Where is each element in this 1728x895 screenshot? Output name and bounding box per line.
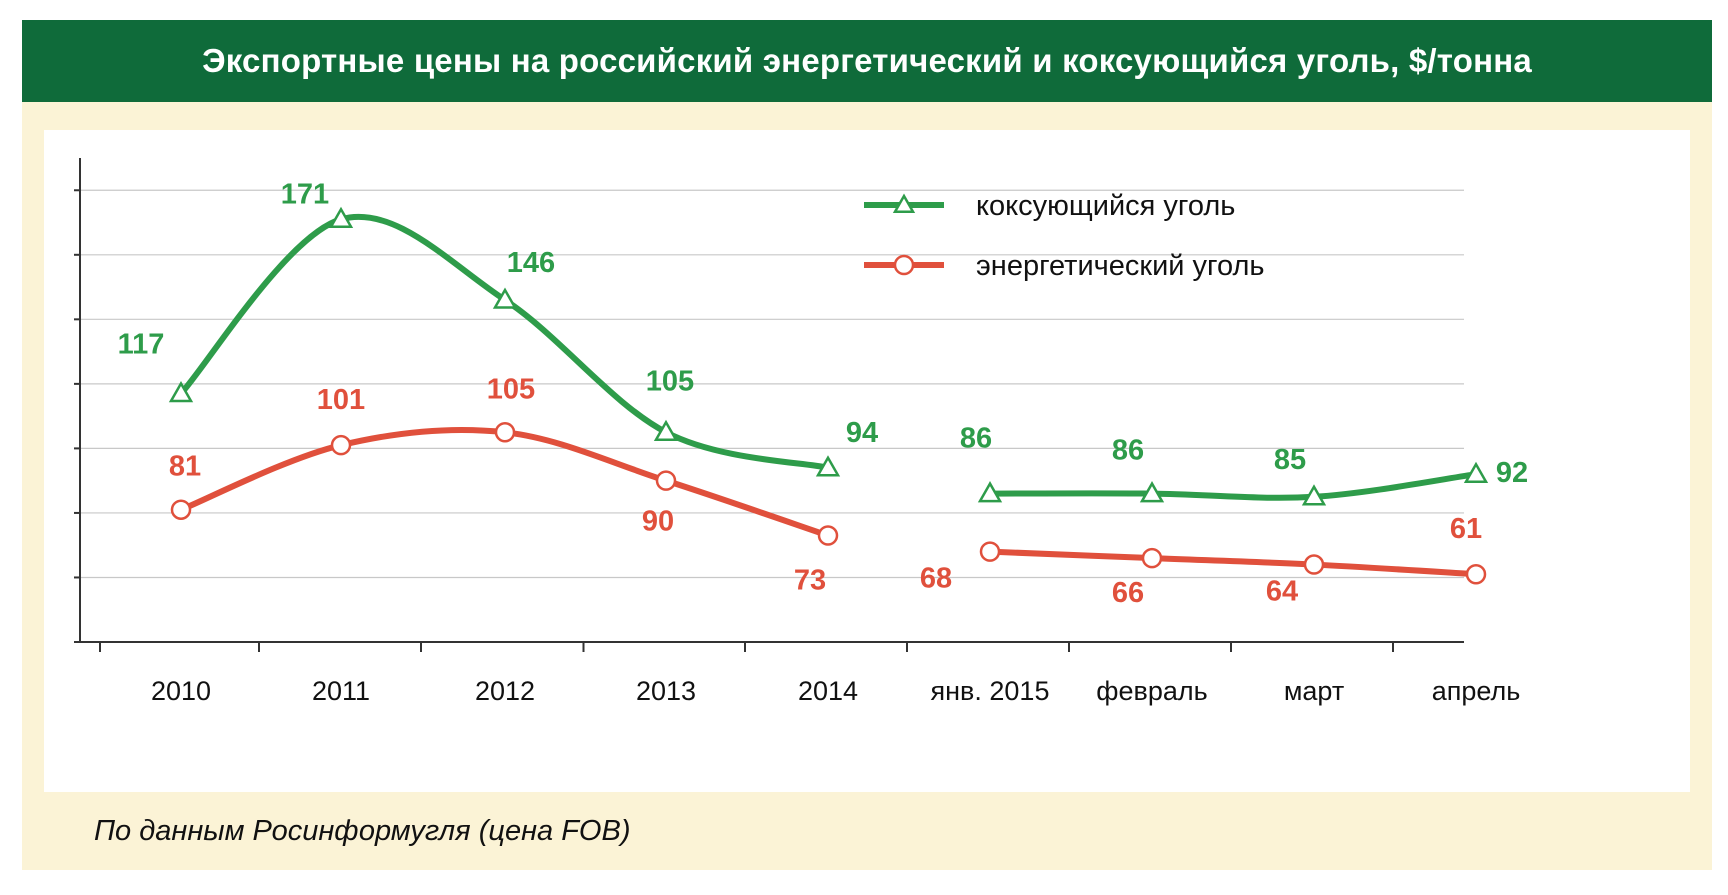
legend-label: энергетический уголь <box>976 250 1265 282</box>
data-point-thermal <box>1465 563 1487 585</box>
data-point-coking <box>815 455 841 477</box>
data-label: 146 <box>507 247 555 279</box>
x-tick-label: февраль <box>1096 676 1207 706</box>
chart-title-bar: Экспортные цены на российский энергетиче… <box>22 20 1712 102</box>
data-point-coking <box>1139 481 1165 503</box>
data-label: 94 <box>846 417 878 449</box>
plot-panel: 2010 2011 2012 2013 2014 янв. 2015 февраль март… <box>44 130 1690 792</box>
data-point-thermal <box>494 422 516 443</box>
data-label: 117 <box>118 329 165 361</box>
data-point-coking <box>653 419 679 442</box>
x-tick-label: 2010 <box>151 676 211 706</box>
x-tick-label: янв. 2015 <box>931 676 1050 706</box>
x-tick-label: 2011 <box>312 676 370 706</box>
data-label: 92 <box>1496 457 1528 489</box>
data-label: 61 <box>1450 513 1482 545</box>
data-point-coking <box>492 287 518 309</box>
data-point-coking <box>168 381 194 403</box>
data-label: 86 <box>1112 435 1144 467</box>
data-label: 86 <box>960 423 992 455</box>
data-point-thermal <box>170 499 192 520</box>
data-point-thermal <box>817 525 839 546</box>
data-label: 64 <box>1266 576 1298 608</box>
chart-title: Экспортные цены на российский энергетиче… <box>202 42 1532 79</box>
x-tick-label: 2014 <box>798 676 858 706</box>
data-point-coking <box>1463 461 1489 483</box>
data-label: 105 <box>646 365 694 397</box>
x-tick-label: 2013 <box>636 676 696 706</box>
data-point-coking <box>1301 484 1327 506</box>
x-tick-label: апрель <box>1432 676 1521 706</box>
data-label: 81 <box>169 451 201 483</box>
data-point-thermal <box>1303 554 1325 575</box>
chart-frame: Экспортные цены на российский энергетиче… <box>22 20 1712 870</box>
data-label: 101 <box>317 384 365 416</box>
data-label: 85 <box>1274 444 1306 476</box>
data-label: 105 <box>487 373 535 405</box>
data-point-coking <box>977 481 1003 503</box>
source-note: По данным Росинформугля (цена FOB) <box>94 815 631 847</box>
data-label: 90 <box>642 506 674 538</box>
data-point-thermal <box>655 470 677 491</box>
series-line-thermal <box>178 427 831 539</box>
chart-svg: 2010 2011 2012 2013 2014 янв. 2015 февраль март… <box>74 158 1528 706</box>
data-label: 171 <box>281 178 329 210</box>
legend-label: коксующийся уголь <box>976 190 1235 222</box>
legend-marker <box>892 193 916 213</box>
data-point-thermal <box>979 541 1001 562</box>
data-point-thermal <box>1141 547 1163 569</box>
x-tick-label: 2012 <box>475 676 535 706</box>
data-point-thermal <box>330 434 352 456</box>
data-label: 68 <box>920 563 952 595</box>
legend-marker <box>893 254 915 276</box>
data-label: 73 <box>794 565 826 597</box>
series-line-thermal <box>987 548 1479 578</box>
series-line-coking <box>987 471 1479 501</box>
data-label: 66 <box>1112 577 1144 609</box>
x-tick-label: март <box>1284 676 1344 706</box>
data-point-coking <box>328 206 354 229</box>
